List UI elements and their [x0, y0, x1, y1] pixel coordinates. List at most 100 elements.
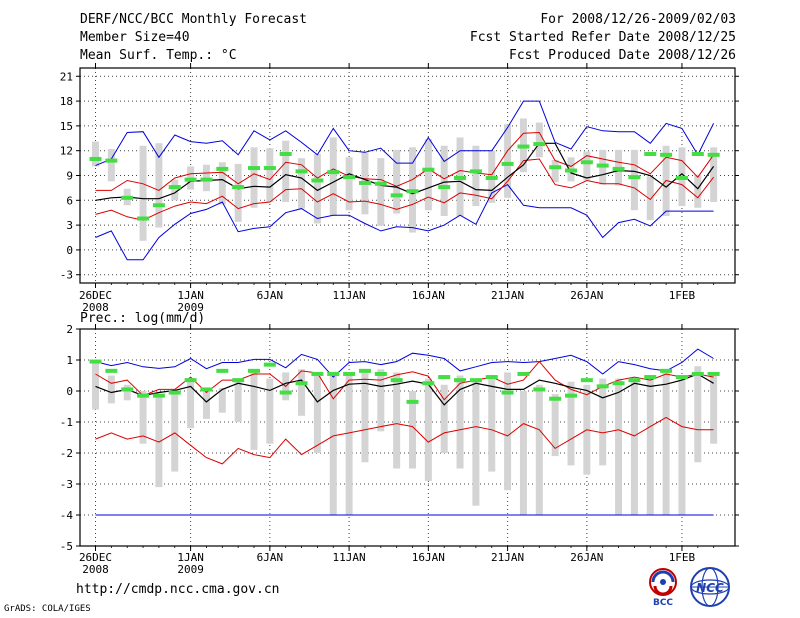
prec-median-mark — [454, 378, 467, 383]
prec-box — [694, 366, 702, 463]
temp-box — [345, 157, 353, 211]
temp-ytick-label: 15 — [60, 120, 73, 133]
temp-xtick-label: 21JAN — [491, 289, 524, 302]
prec-line-ensemble-max — [95, 348, 714, 378]
prec-box — [646, 375, 654, 515]
prec-xtick-label: 6JAN — [257, 551, 284, 564]
temp-median-mark — [216, 166, 229, 171]
prec-box — [551, 394, 559, 457]
prec-median-mark — [580, 378, 593, 383]
ncc-logo: NCC — [690, 567, 730, 607]
temp-ytick-label: 3 — [66, 219, 73, 232]
temp-median-mark — [644, 152, 657, 156]
temp-box — [377, 158, 385, 226]
prec-median-mark — [121, 387, 134, 392]
prec-box — [615, 378, 623, 515]
temp-box — [329, 137, 337, 217]
temp-ytick-label: 12 — [60, 145, 73, 158]
prec-median-mark — [248, 368, 260, 373]
prec-box — [155, 394, 163, 488]
site-url[interactable]: http://cmdp.ncc.cma.gov.cn — [76, 582, 280, 597]
prec-ytick-label: 0 — [66, 385, 73, 398]
prec-median-mark — [358, 368, 371, 373]
forecast-start-date: Fcst Started Refer Date 2008/12/25 — [469, 30, 736, 45]
temp-median-mark — [517, 144, 530, 149]
temp-median-mark — [675, 175, 688, 180]
prec-box — [250, 372, 258, 450]
temp-xtick-label: 1FEB — [669, 289, 696, 302]
temp-median-mark — [327, 170, 340, 175]
temp-median-mark — [485, 175, 498, 180]
prec-ytick-label: -3 — [60, 478, 73, 491]
temp-line-ensemble-mean — [95, 142, 715, 201]
temp-median-mark — [152, 203, 165, 208]
temp-median-mark — [422, 167, 435, 172]
prec-box — [171, 391, 179, 472]
temp-box — [646, 176, 654, 221]
temp-median-mark — [263, 166, 276, 171]
bcc-logo-text: BCC — [653, 598, 673, 608]
temp-box — [472, 145, 480, 207]
temp-median-mark — [660, 152, 673, 157]
temp-box — [313, 154, 321, 224]
variable-label: Mean Surf. Temp.: °C — [80, 48, 237, 63]
temp-box — [694, 174, 702, 208]
temp-xtick-year: 2008 — [82, 301, 109, 314]
temp-median-mark — [691, 152, 704, 156]
prec-median-mark — [691, 371, 704, 376]
temp-median-mark — [232, 185, 245, 190]
temp-median-mark — [438, 185, 451, 190]
prec-median-mark — [565, 393, 577, 398]
temp-median-mark — [248, 166, 260, 171]
prec-median-mark — [422, 381, 435, 386]
temp-box — [107, 149, 115, 182]
prec-xtick-label: 26DEC — [79, 551, 112, 564]
temp-median-mark — [580, 160, 593, 165]
prec-median-mark — [152, 393, 165, 398]
prec-box — [92, 360, 99, 410]
temp-median-mark — [168, 185, 181, 190]
prec-box — [361, 372, 369, 463]
temp-line-mean-1-sd — [95, 158, 714, 221]
temp-box — [424, 139, 432, 211]
temp-xtick-year: 2009 — [177, 301, 204, 314]
prec-median-mark — [660, 368, 673, 373]
temp-line-ensemble-max — [95, 183, 714, 261]
temp-median-mark — [612, 166, 625, 171]
prec-box — [377, 369, 385, 432]
temp-xtick-label: 11JAN — [333, 289, 366, 302]
prec-median-mark — [200, 387, 213, 392]
prec-median-mark — [517, 371, 530, 376]
temp-median-mark — [565, 168, 577, 173]
prec-median-mark — [216, 368, 229, 373]
prec-box — [440, 384, 448, 453]
temp-xtick-label: 6JAN — [257, 289, 284, 302]
prec-box — [567, 381, 575, 466]
prec-xtick-label: 16JAN — [412, 551, 445, 564]
temp-box — [440, 145, 448, 217]
temp-median-mark — [295, 169, 308, 174]
prec-box — [393, 372, 401, 469]
temp-median-mark — [501, 161, 514, 166]
prec-box — [298, 369, 306, 416]
temp-xtick-label: 1JAN — [177, 289, 204, 302]
temp-median-mark — [311, 178, 324, 183]
prec-median-mark — [596, 384, 609, 389]
prec-box — [139, 391, 147, 444]
temp-box — [298, 158, 306, 209]
temp-box — [583, 151, 591, 181]
temp-line-ensemble-min — [95, 100, 715, 167]
prec-median-mark — [390, 378, 403, 383]
forecast-produced-date: Fcst Produced Date 2008/12/26 — [509, 48, 736, 63]
forecast-period: For 2008/12/26-2009/02/03 — [540, 12, 736, 27]
temp-ytick-label: -3 — [60, 269, 73, 282]
chart-title: DERF/NCC/BCC Monthly Forecast — [80, 12, 307, 27]
temp-median-mark — [533, 142, 546, 147]
prec-ytick-label: -5 — [60, 540, 73, 553]
temp-box — [535, 122, 543, 158]
prec-median-mark — [279, 390, 292, 395]
prec-median-mark — [89, 359, 102, 364]
prec-median-mark — [295, 381, 308, 386]
temp-median-mark — [549, 165, 562, 170]
prec-line-ensemble-mean — [95, 373, 714, 406]
